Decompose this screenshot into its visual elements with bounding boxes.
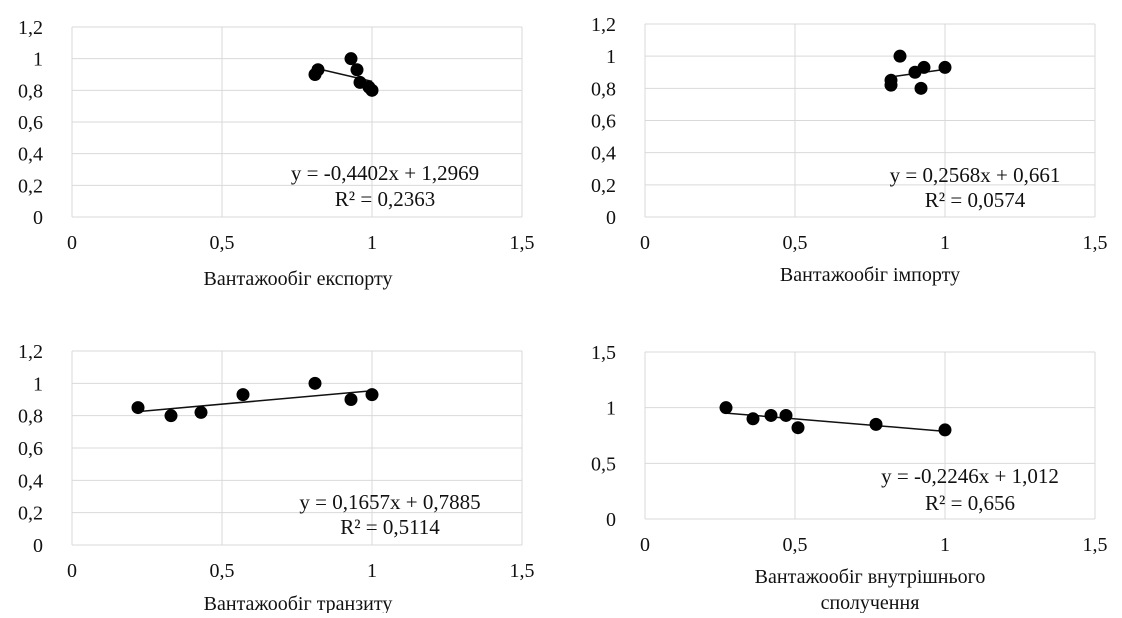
y-tick-label: 0,6: [18, 112, 43, 134]
y-tick-label: 0: [606, 207, 616, 229]
x-tick-label: 1: [940, 232, 950, 254]
data-point: [350, 63, 364, 77]
x-tick-label: 0: [67, 232, 77, 254]
x-axis-label: Вантажообіг експорту: [204, 268, 393, 290]
data-point: [344, 393, 358, 406]
y-tick-label: 1: [33, 373, 43, 395]
data-point: [869, 417, 883, 431]
data-point: [344, 52, 358, 66]
x-tick-label: 0: [640, 232, 650, 254]
x-tick-label: 0,5: [210, 560, 235, 582]
r-squared-label: R² = 0,0574: [925, 188, 1026, 212]
x-axis-label: Вантажообіг транзиту: [204, 593, 393, 613]
data-point: [308, 376, 322, 390]
data-point: [893, 49, 907, 63]
data-point: [131, 401, 145, 415]
y-tick-label: 1,2: [18, 341, 43, 363]
regression-equation: y = 0,1657x + 0,7885: [299, 490, 480, 514]
y-tick-label: 0,8: [18, 80, 43, 102]
x-tick-label: 0,5: [210, 232, 235, 254]
scatter-chart-3: 0 0,2 0,4 0,6 0,8 1 1,2 0 0,5 1 1,5 Вантажообіг тра…: [18, 341, 535, 615]
data-point: [764, 408, 778, 422]
x-axis-label: Вантажообіг імпорту: [780, 264, 960, 286]
y-tick-label: 0,4: [18, 470, 43, 492]
y-tick-label: 1,2: [591, 14, 616, 36]
y-tick-label: 0,6: [591, 111, 616, 133]
y-tick-label: 0: [33, 207, 43, 229]
x-tick-label: 1: [367, 232, 377, 254]
y-tick-label: 0: [33, 535, 43, 557]
data-point: [938, 423, 952, 437]
y-tick-label: 0,2: [591, 175, 616, 197]
y-tick-label: 1,5: [591, 342, 616, 364]
r-squared-label: R² = 0,5114: [340, 515, 440, 539]
x-axis-label-line-2: сполучення: [821, 592, 920, 613]
y-tick-label: 0,2: [18, 175, 43, 197]
x-tick-label: 1,5: [510, 232, 535, 254]
data-point: [719, 401, 733, 415]
scatter-chart-2: 0 0,2 0,4 0,6 0,8 1 1,2 0 0,5 1 1,5 Вантажообіг імп…: [591, 14, 1108, 286]
data-point: [791, 421, 805, 435]
x-tick-label: 0: [640, 534, 650, 556]
x-tick-label: 0,5: [783, 534, 808, 556]
data-point: [365, 83, 379, 97]
y-tick-label: 0: [606, 509, 616, 531]
data-point: [236, 388, 250, 402]
data-point: [311, 63, 325, 77]
regression-equation: y = 0,2568x + 0,661: [890, 163, 1061, 187]
x-tick-label: 1: [367, 560, 377, 582]
x-tick-label: 1,5: [510, 560, 535, 582]
data-point: [938, 60, 952, 74]
x-tick-label: 0: [67, 560, 77, 582]
x-tick-label: 1,5: [1083, 232, 1108, 254]
data-point: [746, 412, 760, 426]
trendline: [137, 389, 373, 413]
y-tick-label: 0,2: [18, 503, 43, 525]
y-tick-label: 0,5: [591, 453, 616, 475]
data-point: [917, 60, 931, 74]
y-tick-label: 1: [606, 46, 616, 68]
y-tick-label: 1: [33, 49, 43, 71]
x-tick-label: 1: [940, 534, 950, 556]
y-tick-label: 0,4: [18, 144, 43, 166]
data-point: [884, 73, 898, 87]
trendline: [725, 412, 946, 433]
data-point: [194, 405, 208, 419]
data-point: [914, 81, 928, 95]
scatter-chart-1: 0 0,2 0,4 0,6 0,8 1 1,2 0 0,5 1 1,5 Вантажообіг екс…: [18, 17, 535, 290]
data-point: [779, 408, 793, 422]
y-tick-label: 1,2: [18, 17, 43, 39]
y-tick-label: 0,6: [18, 438, 43, 460]
y-tick-label: 0,8: [591, 78, 616, 100]
x-axis-label-line-1: Вантажообіг внутрішнього: [755, 566, 986, 588]
regression-equation: y = -0,4402x + 1,2969: [291, 161, 479, 185]
r-squared-label: R² = 0,656: [925, 491, 1015, 515]
y-tick-label: 1: [606, 398, 616, 420]
x-tick-label: 1,5: [1083, 534, 1108, 556]
r-squared-label: R² = 0,2363: [335, 187, 435, 211]
y-tick-label: 0,4: [591, 143, 616, 165]
regression-equation: y = -0,2246x + 1,012: [881, 464, 1059, 488]
data-point: [365, 388, 379, 402]
data-point: [164, 409, 178, 423]
scatter-chart-4: 0 0,5 1 1,5 0 0,5 1 1,5 Вантажообіг внутрішнього…: [591, 342, 1108, 614]
x-tick-label: 0,5: [783, 232, 808, 254]
y-tick-label: 0,8: [18, 406, 43, 428]
